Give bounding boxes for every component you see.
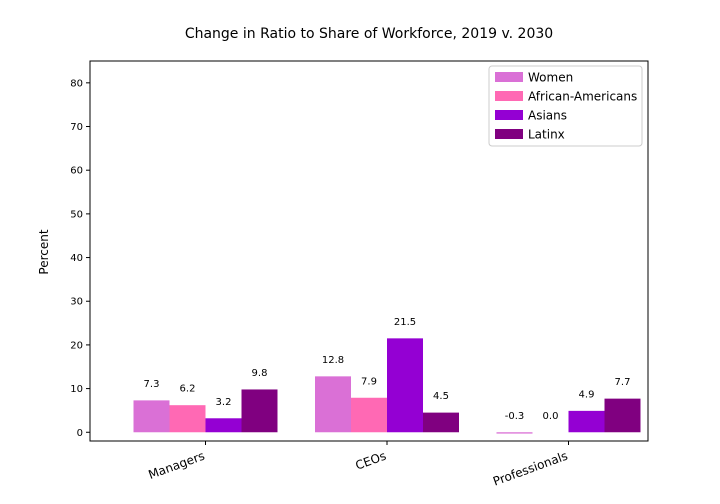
y-tick-label: 60 xyxy=(70,166,83,177)
data-label: 6.2 xyxy=(180,384,196,395)
legend-swatch xyxy=(495,110,523,120)
chart-title: Change in Ratio to Share of Workforce, 2… xyxy=(185,26,553,42)
legend-label: Women xyxy=(528,71,573,85)
bar-latinx-professionals xyxy=(604,398,641,433)
y-tick-label: 30 xyxy=(70,297,83,308)
bar-women-managers xyxy=(133,400,170,433)
data-label: 7.9 xyxy=(361,376,377,387)
x-axis: Managers CEOs Professionals xyxy=(146,441,570,489)
data-label: 0.0 xyxy=(543,411,559,422)
bar-african-americans-managers xyxy=(169,405,206,433)
bar-women-professionals xyxy=(496,432,533,434)
bar-latinx-ceos xyxy=(423,412,459,433)
bar-african-americans-ceos xyxy=(351,397,387,433)
y-tick-label: 10 xyxy=(70,384,83,395)
bar-asians-ceos xyxy=(387,338,423,433)
y-axis: 0 10 20 30 40 50 60 70 80 xyxy=(70,78,90,439)
legend-swatch xyxy=(495,91,523,101)
data-label: 9.8 xyxy=(252,368,268,379)
legend-frame xyxy=(488,65,643,147)
data-label: 4.9 xyxy=(579,389,595,400)
bar-asians-professionals xyxy=(568,410,605,433)
plot-frame xyxy=(89,60,649,442)
y-tick-label: 50 xyxy=(70,209,83,220)
y-tick-label: 40 xyxy=(70,253,83,264)
legend-label: Asians xyxy=(528,109,567,123)
data-labels-group: 7.3 6.2 3.2 9.8 12.8 7.9 21.5 4.5 -0.3 0.0 4.9 7.7 xyxy=(144,317,631,422)
y-axis-label: Percent xyxy=(37,229,51,274)
legend-label: African-Americans xyxy=(528,90,637,104)
y-tick-label: 0 xyxy=(77,428,83,439)
bar-asians-managers xyxy=(205,418,242,433)
data-label: 7.7 xyxy=(615,377,631,388)
bars-group xyxy=(133,338,641,434)
y-tick-label: 20 xyxy=(70,340,83,351)
x-tick-label: CEOs xyxy=(353,449,388,473)
bar-women-ceos xyxy=(315,376,351,433)
data-label: 12.8 xyxy=(322,355,344,366)
y-tick-label: 80 xyxy=(70,78,83,89)
legend-label: Latinx xyxy=(528,128,565,142)
y-tick-label: 70 xyxy=(70,122,83,133)
data-label: 7.3 xyxy=(144,379,160,390)
data-label: 4.5 xyxy=(433,391,449,402)
data-label: 3.2 xyxy=(216,397,232,408)
legend: Women African-Americans Asians Latinx xyxy=(488,65,643,147)
x-tick-label: Managers xyxy=(146,449,206,482)
legend-swatch xyxy=(495,72,523,82)
bar-latinx-managers xyxy=(241,389,278,433)
data-label: 21.5 xyxy=(394,317,416,328)
x-tick-label: Professionals xyxy=(491,449,569,489)
legend-swatch xyxy=(495,129,523,139)
data-label: -0.3 xyxy=(505,411,525,422)
